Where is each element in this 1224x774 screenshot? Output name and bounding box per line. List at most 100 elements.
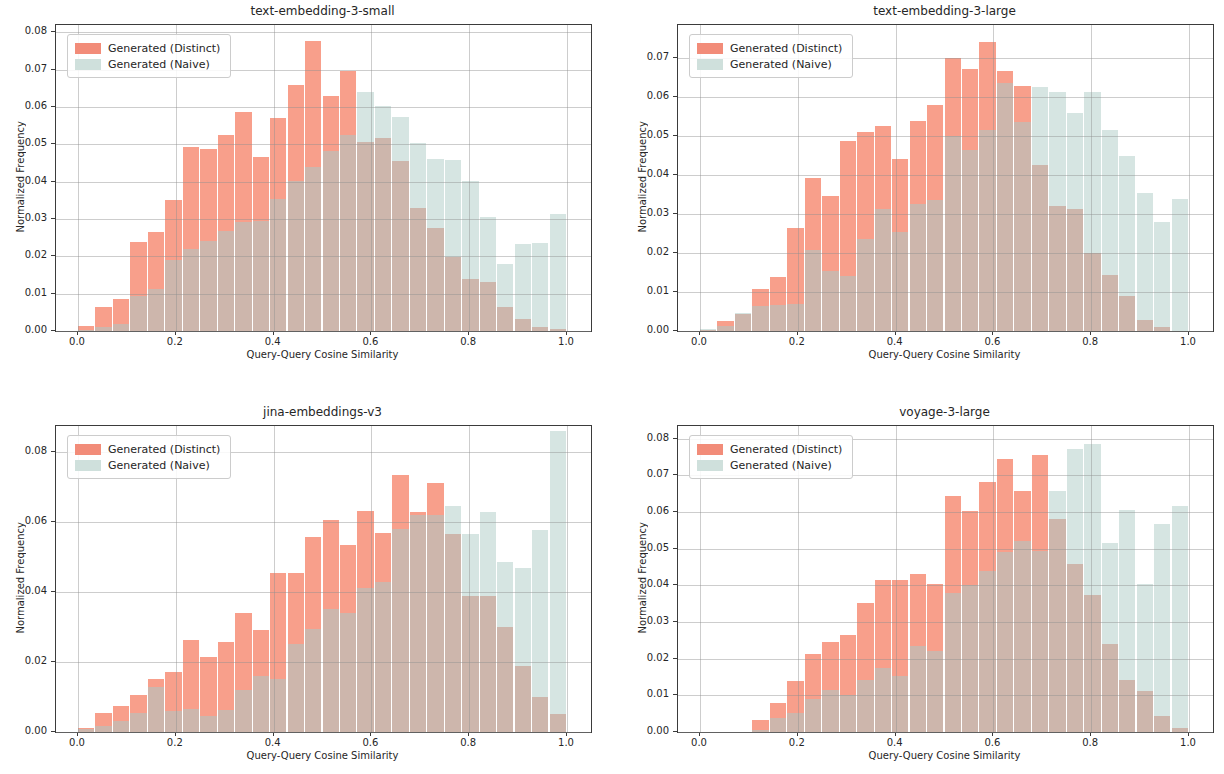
histogram-bar-overlap — [550, 714, 566, 732]
x-tick-label: 0.2 — [780, 336, 814, 347]
histogram-bar-distinct — [95, 307, 111, 328]
histogram-bar-distinct — [235, 112, 251, 222]
histogram-bar-naive — [532, 530, 548, 697]
histogram-bar-naive — [1067, 113, 1083, 209]
x-tick-label: 0.0 — [682, 737, 716, 748]
x-tick-mark — [77, 732, 78, 736]
histogram-bar-distinct — [805, 178, 821, 250]
legend-row-distinct: Generated (Distinct) — [697, 441, 842, 457]
x-tick-mark — [992, 732, 993, 736]
histogram-bar-distinct — [979, 42, 995, 130]
histogram-bar-distinct — [927, 105, 943, 201]
legend-swatch-naive — [75, 59, 101, 70]
histogram-bar-overlap — [1084, 253, 1100, 331]
histogram-bar-naive — [375, 106, 391, 138]
legend-swatch-distinct — [697, 444, 723, 455]
histogram-bar-distinct — [95, 713, 111, 726]
x-tick-mark — [797, 732, 798, 736]
histogram-bar-distinct — [305, 537, 321, 629]
histogram-bar-distinct — [375, 533, 391, 581]
histogram-bar-overlap — [840, 276, 856, 331]
histogram-bar-overlap — [770, 718, 786, 732]
y-tick-label: 0.06 — [11, 100, 47, 111]
y-tick-mark — [673, 694, 677, 695]
y-tick-label: 0.01 — [11, 287, 47, 298]
histogram-bar-overlap — [1102, 275, 1118, 331]
x-tick-mark — [699, 331, 700, 335]
histogram-bar-naive — [515, 244, 531, 319]
histogram-bar-overlap — [323, 609, 339, 732]
histogram-bar-distinct — [945, 496, 961, 593]
histogram-bar-distinct — [752, 289, 768, 305]
histogram-bar-distinct — [148, 679, 164, 687]
histogram-bar-overlap — [130, 713, 146, 732]
histogram-bar-overlap — [78, 729, 94, 732]
histogram-bar-distinct — [979, 482, 995, 571]
x-tick-label: 0.4 — [256, 336, 290, 347]
histogram-bar-distinct — [822, 642, 838, 690]
x-tick-label: 0.8 — [1073, 737, 1107, 748]
y-tick-mark — [673, 548, 677, 549]
x-axis-label: Query-Query Cosine Similarity — [55, 349, 590, 360]
histogram-bar-overlap — [822, 271, 838, 331]
histogram-bar-overlap — [805, 250, 821, 331]
y-tick-label: 0.03 — [633, 615, 669, 626]
y-tick-label: 0.04 — [633, 578, 669, 589]
histogram-bar-distinct — [78, 728, 94, 729]
x-tick-mark — [895, 732, 896, 736]
legend-row-naive: Generated (Naive) — [75, 56, 220, 72]
histogram-bar-distinct — [357, 511, 373, 588]
y-tick-label: 0.03 — [633, 207, 669, 218]
y-tick-label: 0.06 — [633, 90, 669, 101]
histogram-bar-distinct — [392, 475, 408, 529]
x-tick-label: 0.6 — [975, 737, 1009, 748]
histogram-bar-distinct — [253, 157, 269, 221]
legend-label-naive: Generated (Naive) — [108, 58, 210, 71]
histogram-bar-naive — [1032, 87, 1048, 165]
gridline-vertical — [1189, 25, 1190, 331]
histogram-bar-overlap — [1084, 595, 1100, 732]
y-tick-label: 0.00 — [633, 725, 669, 736]
y-tick-label: 0.02 — [11, 655, 47, 666]
y-tick-label: 0.03 — [11, 212, 47, 223]
y-tick-mark — [51, 451, 55, 452]
x-tick-label: 0.6 — [353, 737, 387, 748]
x-axis-label: Query-Query Cosine Similarity — [55, 750, 590, 761]
histogram-bar-distinct — [770, 277, 786, 305]
histogram-bar-distinct — [840, 635, 856, 694]
y-tick-mark — [673, 135, 677, 136]
legend-label-distinct: Generated (Distinct) — [108, 443, 220, 456]
histogram-bar-overlap — [218, 231, 234, 331]
histogram-bar-overlap — [497, 627, 513, 732]
plot-title-text-embedding-3-large: text-embedding-3-large — [677, 3, 1212, 19]
histogram-bar-overlap — [962, 150, 978, 331]
y-tick-mark — [673, 438, 677, 439]
x-tick-mark — [992, 331, 993, 335]
histogram-bar-naive — [392, 117, 408, 161]
histogram-bar-overlap — [410, 208, 426, 331]
histogram-bar-overlap — [305, 167, 321, 331]
histogram-bar-overlap — [857, 680, 873, 732]
histogram-bar-distinct — [892, 159, 908, 232]
histogram-bar-overlap — [1032, 551, 1048, 732]
histogram-bar-overlap — [997, 83, 1013, 331]
x-axis-label: Query-Query Cosine Similarity — [677, 750, 1212, 761]
legend-label-naive: Generated (Naive) — [730, 459, 832, 472]
histogram-bar-distinct — [183, 147, 199, 249]
histogram-bar-overlap — [770, 305, 786, 331]
legend-label-naive: Generated (Naive) — [108, 459, 210, 472]
legend-row-naive: Generated (Naive) — [697, 457, 842, 473]
y-tick-label: 0.04 — [633, 168, 669, 179]
x-tick-label: 0.8 — [451, 336, 485, 347]
plot-area-voyage-3-large: Generated (Distinct) Generated (Naive) — [677, 425, 1214, 733]
y-tick-label: 0.05 — [633, 129, 669, 140]
histogram-bar-overlap — [979, 130, 995, 331]
legend-row-distinct: Generated (Distinct) — [697, 40, 842, 56]
histogram-bar-overlap — [305, 629, 321, 732]
gridline-horizontal — [56, 732, 591, 733]
histogram-bar-distinct — [270, 573, 286, 679]
histogram-bar-overlap — [340, 135, 356, 331]
histogram-bar-overlap — [752, 730, 768, 732]
histogram-bar-naive — [550, 214, 566, 329]
y-tick-label: 0.02 — [633, 652, 669, 663]
